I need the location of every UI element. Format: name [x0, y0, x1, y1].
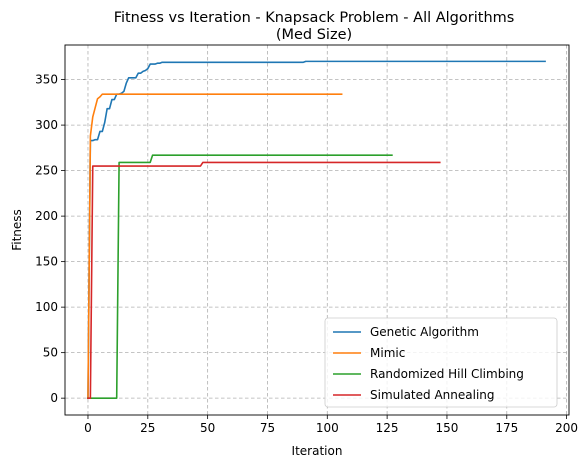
legend-box: [324, 317, 558, 408]
chart-title-line2: (Med Size): [276, 27, 352, 43]
y-axis-label: Fitness: [10, 209, 24, 251]
series-line-genetic-algorithm: [87, 60, 546, 399]
plot-area-frame: [64, 44, 570, 416]
chart-title-line1: Fitness vs Iteration - Knapsack Problem …: [114, 10, 515, 26]
x-tick-label: 150: [435, 421, 458, 435]
x-tick-label: 75: [260, 421, 275, 435]
y-tick-label: 300: [35, 118, 58, 132]
legend-label: Genetic Algorithm: [370, 325, 479, 339]
x-tick-label: 100: [316, 421, 339, 435]
x-tick-label: 0: [84, 421, 92, 435]
y-tick-label: 50: [43, 346, 58, 360]
axis-ticks: 0 25 50 75 100 125 150 175 200 0 50 100 150 200 250 300…: [35, 73, 578, 435]
y-tick-label: 150: [35, 255, 58, 269]
legend-label: Simulated Annealing: [370, 388, 495, 402]
y-tick-label: 200: [35, 209, 58, 223]
x-tick-label: 175: [495, 421, 518, 435]
x-tick-label: 25: [140, 421, 155, 435]
legend-label: Randomized Hill Climbing: [370, 367, 524, 381]
legend-label: Mimic: [370, 346, 405, 360]
series-line-simulated-annealing: [87, 161, 441, 399]
series-line-mimic: [87, 93, 343, 399]
x-tick-label: 125: [376, 421, 399, 435]
x-tick-label: 200: [555, 421, 578, 435]
x-axis-label: Iteration: [292, 444, 343, 458]
plot-lines: [87, 60, 546, 399]
series-line-randomized-hill-climbing: [87, 154, 393, 399]
y-tick-label: 250: [35, 164, 58, 178]
y-tick-label: 0: [50, 391, 58, 405]
y-tick-label: 350: [35, 73, 58, 87]
legend: Genetic Algorithm Mimic Randomized Hill Cl…: [324, 317, 558, 408]
y-tick-label: 100: [35, 300, 58, 314]
x-tick-label: 50: [200, 421, 215, 435]
